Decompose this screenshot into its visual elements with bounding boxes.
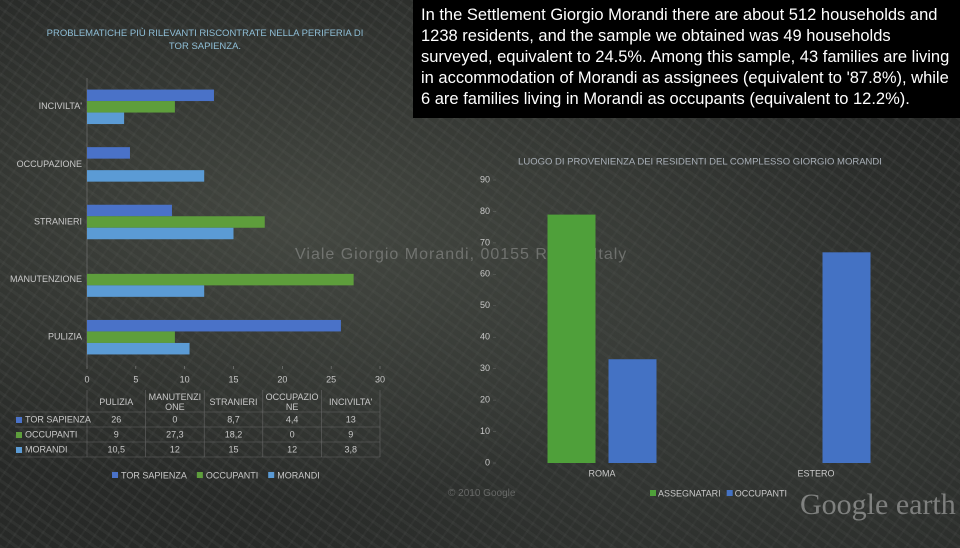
y-tick-label: 90 — [480, 174, 490, 184]
bar — [87, 216, 265, 228]
y-tick-label: 30 — [480, 363, 490, 373]
table-cell: 27,3 — [166, 429, 184, 439]
x-tick-label: ESTERO — [797, 468, 834, 478]
table-cell: 26 — [111, 414, 121, 424]
table-cell: 3,8 — [344, 444, 357, 454]
y-tick-label: 80 — [480, 206, 490, 216]
table-cell: 13 — [346, 414, 356, 424]
x-tick-label: 30 — [375, 374, 385, 384]
legend-label: OCCUPANTI — [206, 470, 258, 480]
bar — [87, 147, 130, 159]
text-box: In the Settlement Giorgio Morandi there … — [413, 0, 960, 118]
legend-label: MORANDI — [277, 470, 320, 480]
y-tick-label: MANUTENZIONE — [10, 274, 82, 284]
table-row-label: TOR SAPIENZA — [25, 414, 91, 424]
y-tick-label: STRANIERI — [34, 216, 82, 226]
y-tick-label: OCCUPAZIONE — [17, 159, 82, 169]
legend-key — [112, 472, 118, 478]
x-tick-label: 5 — [133, 374, 138, 384]
bar — [87, 285, 205, 297]
map-address: Viale Giorgio Morandi, 00155 Roma, Italy — [295, 246, 628, 263]
y-tick-label: 70 — [480, 237, 490, 247]
x-tick-label: 15 — [228, 374, 238, 384]
x-tick-label: 10 — [180, 374, 190, 384]
table-header: OCCUPAZIONE — [265, 392, 319, 412]
x-tick-label: 20 — [277, 374, 287, 384]
y-tick-label: 50 — [480, 300, 490, 310]
legend-key — [268, 472, 275, 478]
chart-title: LUOGO DI PROVENIENZA DEI RESIDENTI DEL C… — [518, 157, 882, 168]
table-header: MANUTENZIONE — [148, 392, 202, 412]
table-cell: 8,7 — [227, 414, 240, 424]
table-cell: 12 — [170, 444, 180, 454]
legend-label: TOR SAPIENZA — [121, 470, 187, 480]
table-cell: 4,4 — [286, 414, 299, 424]
table-header: STRANIERI — [209, 397, 258, 407]
bar — [87, 204, 172, 217]
bar — [87, 273, 354, 286]
table-cell: 9 — [348, 429, 353, 439]
y-tick-label: 20 — [480, 394, 490, 404]
table-cell: 10,5 — [108, 444, 126, 454]
map-brand: Google earth — [800, 488, 956, 521]
y-tick-label: PULIZIA — [48, 332, 82, 342]
bar — [87, 227, 234, 240]
table-cell: 0 — [172, 414, 177, 424]
table-row-label: MORANDI — [25, 444, 68, 454]
legend-key — [16, 432, 22, 438]
y-tick-label: 40 — [480, 332, 490, 342]
bar — [87, 170, 205, 182]
y-tick-label: 10 — [480, 426, 490, 436]
bar — [87, 112, 125, 125]
bar — [87, 342, 190, 355]
legend-label: OCCUPANTI — [735, 488, 787, 498]
x-tick-label: 0 — [84, 374, 89, 384]
table-cell: 0 — [290, 429, 295, 439]
bar — [547, 214, 596, 463]
x-tick-label: 25 — [326, 374, 336, 384]
table-cell: 12 — [287, 444, 297, 454]
table-cell: 15 — [228, 444, 238, 454]
legend-key — [650, 490, 656, 496]
bar — [608, 359, 657, 463]
table-row-label: OCCUPANTI — [25, 429, 77, 439]
legend-key — [16, 417, 22, 423]
bar — [822, 252, 871, 463]
map-copyright: © 2010 Google — [448, 488, 516, 499]
bar — [87, 89, 214, 102]
bar — [87, 319, 341, 332]
bar — [87, 331, 175, 343]
chart-title: PROBLEMATICHE PIÙ RILEVANTI RISCONTRATE … — [46, 28, 364, 52]
table-header: PULIZIA — [99, 397, 134, 407]
bar — [87, 101, 175, 113]
table-header: INCIVILTA' — [328, 397, 373, 407]
table-cell: 9 — [114, 429, 119, 439]
y-tick-label: 60 — [480, 269, 490, 279]
y-tick-label: INCIVILTA' — [39, 101, 83, 111]
x-tick-label: ROMA — [589, 468, 616, 478]
table-cell: 18,2 — [225, 429, 243, 439]
y-tick-label: 0 — [485, 457, 490, 467]
legend-key — [726, 490, 733, 496]
legend-key — [16, 447, 22, 453]
legend-key — [196, 472, 203, 478]
legend-label: ASSEGNATARI — [658, 488, 721, 498]
